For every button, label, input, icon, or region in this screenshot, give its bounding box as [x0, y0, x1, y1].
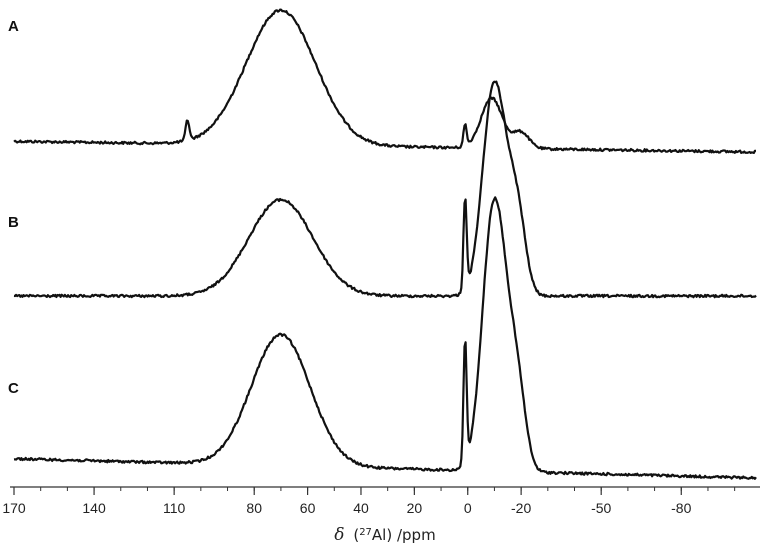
x-tick-label: 0	[464, 500, 472, 516]
panel-labels: A B C	[8, 18, 19, 397]
x-axis-ticks: 170 140 110 80 60 40 20 0 -20 -50 -80	[2, 487, 736, 516]
x-axis: 170 140 110 80 60 40 20 0 -20 -50 -80	[2, 486, 760, 516]
x-tick-label: 40	[353, 500, 369, 516]
spectrum-trace-b	[13, 80, 757, 299]
x-axis-title-isotope-mass: 27	[359, 527, 372, 538]
panel-label-c: C	[8, 380, 19, 397]
panel-label-b: B	[8, 214, 19, 231]
x-tick-label: 110	[163, 500, 186, 516]
x-tick-label: 60	[300, 500, 316, 516]
x-axis-title-symbol: δ	[334, 525, 344, 545]
x-axis-title-paren: (	[353, 526, 359, 544]
x-tick-label: 170	[2, 500, 26, 516]
spectrum-traces	[13, 8, 757, 480]
x-axis-title: δ (27Al) /ppm	[334, 525, 435, 545]
panel-label-a: A	[8, 18, 19, 35]
x-axis-title-element: Al	[372, 526, 386, 544]
spectrum-trace-c	[13, 196, 757, 480]
x-tick-label: 20	[407, 500, 423, 516]
x-axis-title-unit: ) /ppm	[386, 526, 435, 544]
x-tick-label: -20	[511, 500, 531, 516]
x-tick-label: -50	[591, 500, 611, 516]
x-tick-label: 140	[82, 500, 106, 516]
x-tick-label: -80	[671, 500, 691, 516]
x-tick-label: 80	[246, 500, 262, 516]
spectrum-trace-a	[13, 8, 756, 154]
